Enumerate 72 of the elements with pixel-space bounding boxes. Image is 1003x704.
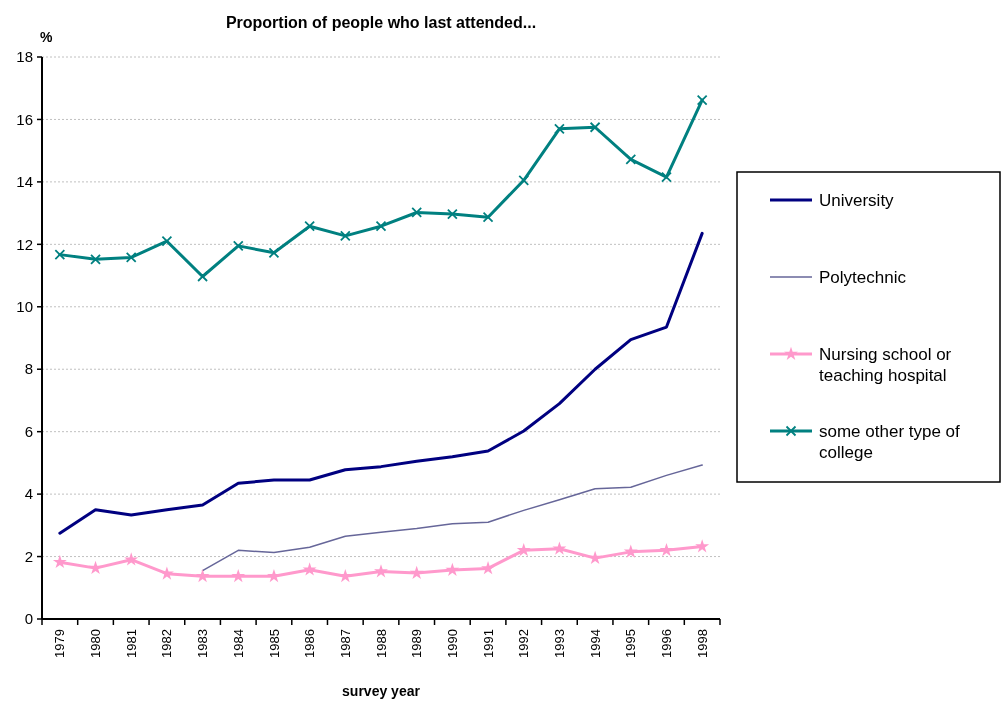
point xyxy=(482,211,494,223)
legend-label: Polytechnic xyxy=(819,267,907,287)
point xyxy=(625,154,637,165)
x-tick-label: 1996 xyxy=(659,629,675,658)
point xyxy=(588,550,603,565)
x-tick-label: 1993 xyxy=(551,629,567,658)
x-tick-label: 1988 xyxy=(373,629,389,658)
point xyxy=(411,207,423,218)
point xyxy=(589,121,601,133)
point xyxy=(375,220,387,232)
point xyxy=(695,539,710,553)
x-tick-label: 1989 xyxy=(409,629,425,658)
y-tick-label: 2 xyxy=(24,547,33,565)
point xyxy=(339,230,351,242)
y-tick-label: 6 xyxy=(24,422,33,440)
y-tick-label: 12 xyxy=(16,235,33,253)
x-tick-label: 1987 xyxy=(337,629,353,658)
x-tick-label: 1981 xyxy=(123,629,139,658)
point xyxy=(161,235,173,247)
legend-label: Nursing school or teaching hospital xyxy=(819,344,952,386)
point xyxy=(445,562,460,576)
point xyxy=(659,543,674,557)
point xyxy=(90,253,101,265)
y-tick-label: 0 xyxy=(24,610,33,628)
point xyxy=(124,552,139,566)
y-tick-label: 14 xyxy=(16,173,33,191)
x-tick-label: 1986 xyxy=(302,629,318,658)
point xyxy=(516,543,531,557)
x-tick-label: 1985 xyxy=(266,629,282,658)
legend-label: University xyxy=(819,190,895,210)
point xyxy=(552,541,567,555)
point xyxy=(125,252,137,263)
point xyxy=(518,174,530,186)
y-tick-label: 18 xyxy=(16,48,33,66)
point xyxy=(268,247,280,259)
point xyxy=(481,561,496,575)
chart-title: Proportion of people who last attended... xyxy=(225,14,537,31)
x-tick-label: 1982 xyxy=(159,629,175,658)
x-tick-label: 1995 xyxy=(623,629,639,658)
x-tick-label: 1980 xyxy=(88,629,104,658)
line-series xyxy=(58,231,704,535)
point xyxy=(54,249,66,261)
x-tick-label: 1992 xyxy=(516,629,532,658)
point xyxy=(661,171,672,183)
point xyxy=(52,554,67,569)
point xyxy=(231,568,246,583)
x-tick-label: 1994 xyxy=(587,629,603,658)
point xyxy=(623,544,638,558)
point xyxy=(88,560,103,575)
x-axis-title: survey year xyxy=(342,683,421,699)
y-tick-label: 4 xyxy=(24,485,33,503)
y-tick-label: 8 xyxy=(24,360,33,378)
x-tick-label: 1983 xyxy=(195,629,211,658)
x-tick-label: 1998 xyxy=(694,629,710,658)
point xyxy=(197,271,208,282)
x-tick-label: 1984 xyxy=(230,629,246,658)
point xyxy=(409,565,424,580)
y-axis-title: % xyxy=(40,29,53,45)
point xyxy=(446,208,458,220)
x-tick-label: 1979 xyxy=(52,629,68,658)
x-tick-label: 1991 xyxy=(480,629,496,658)
x-tick-label: 1990 xyxy=(444,629,460,658)
y-tick-label: 16 xyxy=(16,110,33,128)
point xyxy=(554,123,565,135)
point xyxy=(696,94,708,106)
point xyxy=(374,564,388,578)
point xyxy=(304,220,316,232)
point xyxy=(232,240,244,252)
point xyxy=(302,562,317,576)
legend-label: some other type of college xyxy=(819,421,961,463)
point xyxy=(195,568,210,583)
y-tick-label: 10 xyxy=(16,298,33,316)
